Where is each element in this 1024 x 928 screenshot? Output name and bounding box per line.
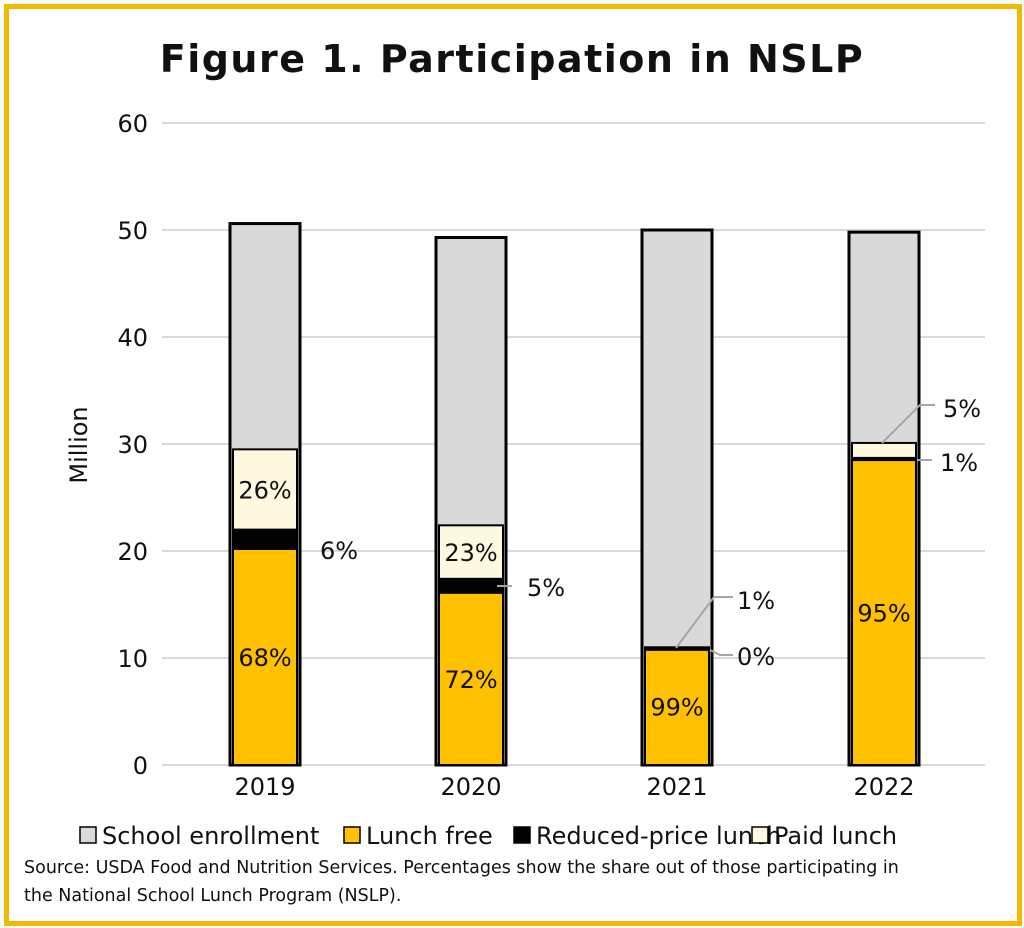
source-note-line2: the National School Lunch Program (NSLP)… bbox=[24, 886, 401, 906]
y-tick-label: 20 bbox=[117, 538, 148, 566]
legend-swatch bbox=[79, 826, 97, 844]
x-tick-label: 2021 bbox=[646, 773, 707, 801]
bar-paid-lunch-2022 bbox=[851, 441, 917, 459]
leader-line bbox=[881, 404, 935, 444]
legend-label: Reduced-price lunch bbox=[536, 822, 782, 850]
x-tick-label: 2019 bbox=[234, 773, 295, 801]
y-tick-label: 40 bbox=[117, 324, 148, 352]
legend-swatch bbox=[513, 826, 531, 844]
legend-swatch bbox=[343, 826, 361, 844]
legend-label: Paid lunch bbox=[774, 822, 897, 850]
legend-label: School enrollment bbox=[102, 822, 319, 850]
data-label: 5% bbox=[527, 574, 565, 602]
data-label: 5% bbox=[943, 395, 981, 423]
data-label: 1% bbox=[737, 587, 775, 615]
bar-paid-lunch-2020 bbox=[438, 524, 504, 580]
x-tick-label: 2020 bbox=[440, 773, 501, 801]
data-label: 23% bbox=[444, 539, 497, 567]
bar-lunch-free-2020 bbox=[438, 591, 504, 766]
leader-line bbox=[675, 596, 733, 649]
y-tick-label: 30 bbox=[117, 431, 148, 459]
bar-reduced-price-lunch-2019 bbox=[232, 528, 298, 550]
legend-label: Lunch free bbox=[366, 822, 493, 850]
data-label: 72% bbox=[444, 666, 497, 694]
y-tick-label: 50 bbox=[117, 217, 148, 245]
y-axis-label: Million bbox=[65, 406, 93, 483]
chart-title: Figure 1. Participation in NSLP bbox=[160, 37, 865, 81]
bar-lunch-free-2021 bbox=[644, 647, 710, 766]
data-label: 0% bbox=[737, 643, 775, 671]
source-note-line1: Source: USDA Food and Nutrition Services… bbox=[24, 858, 899, 878]
y-tick-label: 60 bbox=[117, 110, 148, 138]
x-tick-label: 2022 bbox=[853, 773, 914, 801]
y-tick-label: 0 bbox=[133, 752, 148, 780]
data-label: 95% bbox=[857, 600, 910, 628]
data-label: 26% bbox=[238, 476, 291, 504]
y-tick-label: 10 bbox=[117, 645, 148, 673]
data-label: 1% bbox=[940, 449, 978, 477]
bar-lunch-free-2019 bbox=[232, 547, 298, 766]
data-label: 6% bbox=[320, 537, 358, 565]
bar-paid-lunch-2019 bbox=[232, 448, 298, 531]
legend-swatch bbox=[751, 826, 769, 844]
bar-reduced-price-lunch-2020 bbox=[438, 577, 504, 594]
data-label: 68% bbox=[238, 644, 291, 672]
leader-line bbox=[709, 649, 733, 656]
data-label: 99% bbox=[650, 694, 703, 722]
